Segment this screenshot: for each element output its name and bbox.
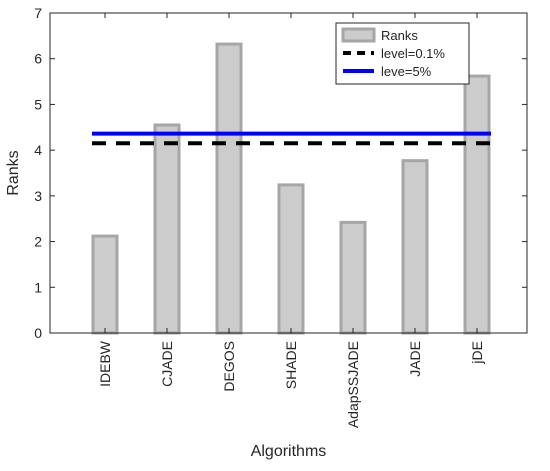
legend-label: Ranks	[381, 28, 418, 43]
x-tick-label: JADE	[407, 341, 423, 377]
x-axis: IDEBW CJADE DEGOS SHADE AdapSSJADE JADE jDE	[97, 13, 485, 428]
y-tick-label: 7	[34, 5, 42, 21]
bar-jade	[401, 159, 429, 335]
legend-label: level=0.1%	[381, 46, 445, 61]
x-tick-label: DEGOS	[221, 341, 237, 392]
y-tick-label: 2	[34, 234, 42, 250]
bar-adapssjade	[339, 220, 367, 335]
bar-degos	[215, 42, 243, 335]
y-tick-label: 4	[34, 142, 42, 158]
x-tick-label: jDE	[469, 341, 485, 365]
legend-swatch-bar	[341, 27, 376, 43]
y-tick-label: 5	[34, 96, 42, 112]
x-axis-title: Algorithms	[251, 443, 327, 460]
legend-label: leve=5%	[381, 64, 432, 79]
x-tick-label: IDEBW	[97, 340, 113, 387]
bar-jde	[463, 74, 491, 335]
plot-frame	[49, 12, 528, 334]
y-tick-label: 3	[34, 188, 42, 204]
reference-lines-group	[92, 131, 491, 146]
y-tick-label: 6	[34, 51, 42, 67]
y-axis-title: Ranks	[5, 150, 22, 195]
bar-idebw	[91, 234, 119, 335]
x-tick-label: SHADE	[283, 341, 299, 389]
bars-group	[91, 42, 491, 335]
y-tick-label: 1	[34, 279, 42, 295]
y-tick-label: 0	[34, 325, 42, 341]
bar-shade	[277, 183, 305, 335]
x-tick-label: CJADE	[159, 341, 175, 387]
bar-cjade	[153, 123, 181, 335]
y-axis: 0 1 2 3 4 5 6 7	[34, 5, 527, 341]
legend: Ranks level=0.1% leve=5%	[335, 22, 470, 85]
x-tick-label: AdapSSJADE	[345, 341, 361, 428]
